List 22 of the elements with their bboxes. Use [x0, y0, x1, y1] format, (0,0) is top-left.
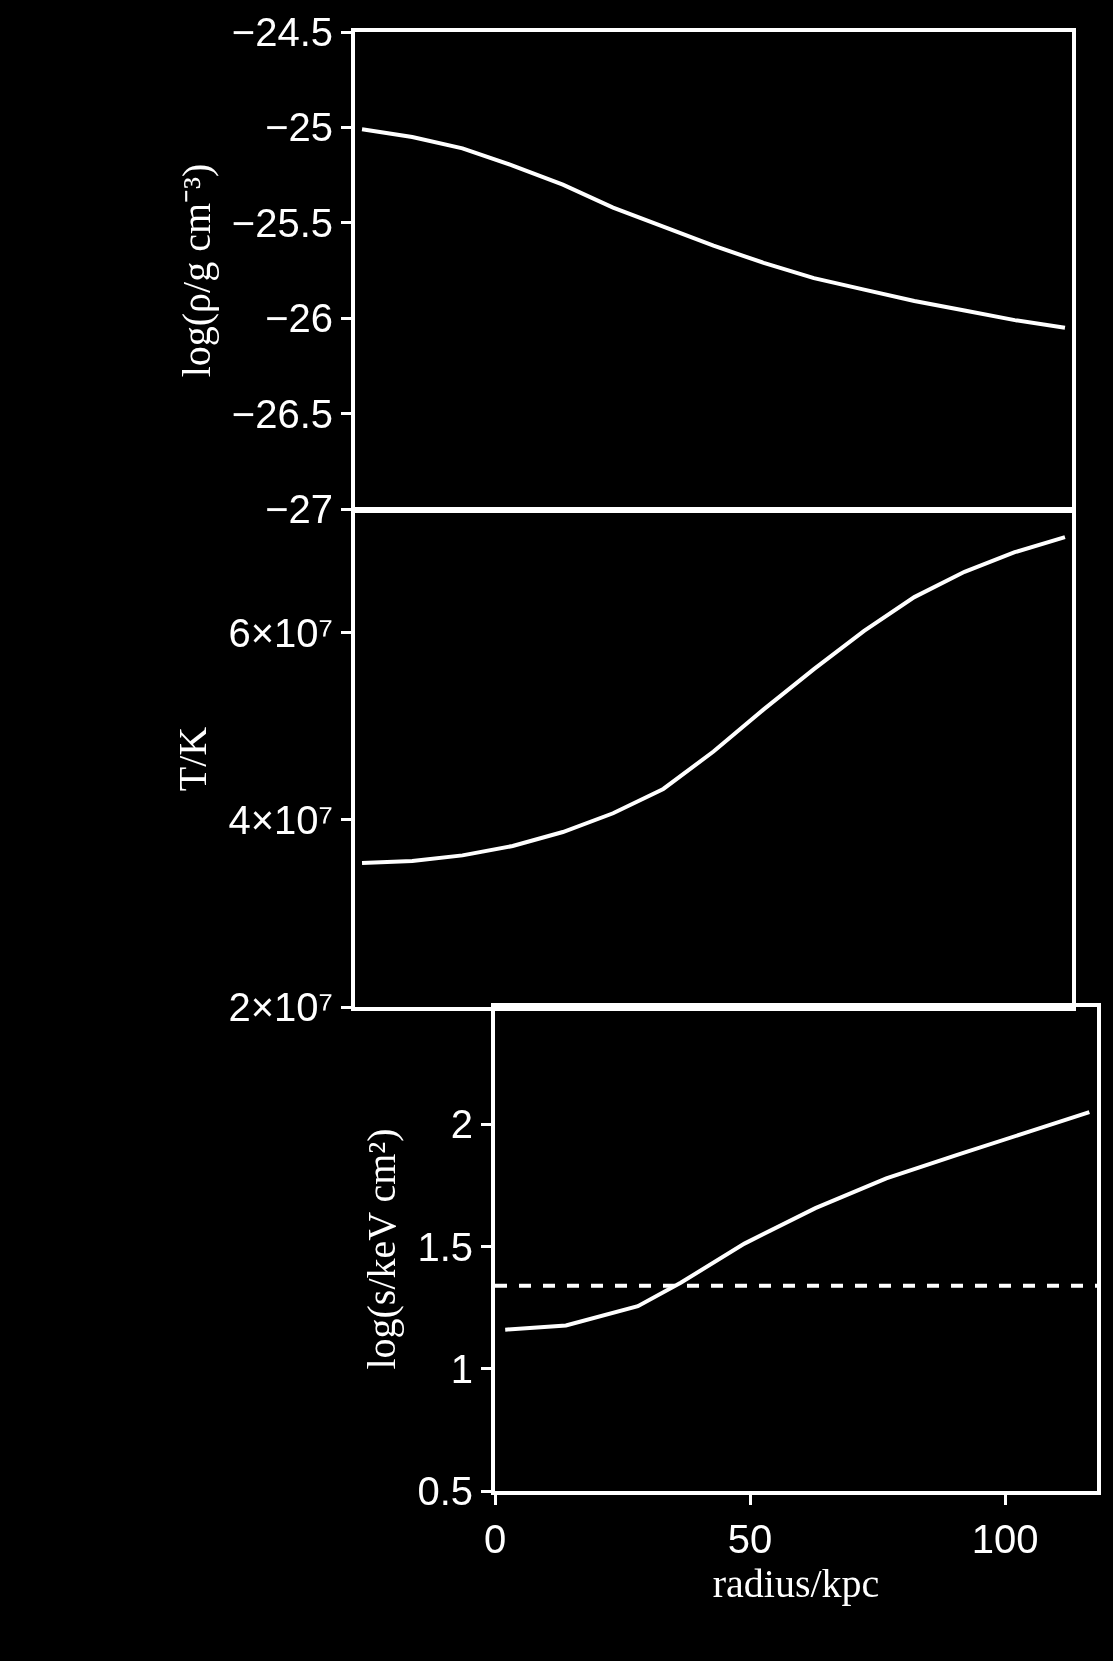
y-tick-label: −24.5 — [231, 10, 333, 54]
y-tick-label: 4×10⁷ — [228, 797, 333, 842]
y-tick-label: −25.5 — [231, 200, 333, 245]
y-axis-title: log(ρ/g cm⁻³) — [173, 163, 219, 378]
y-tick-label: −27 — [265, 487, 333, 531]
y-tick-label: 1 — [450, 1346, 473, 1391]
y-tick-label: 6×10⁷ — [228, 610, 333, 655]
x-tick-label: 50 — [727, 1517, 773, 1561]
y-tick-label: −26 — [265, 296, 333, 341]
y-tick-label: 2 — [450, 1102, 473, 1147]
y-tick-label: 1.5 — [417, 1224, 473, 1269]
x-tick-label: 0 — [483, 1517, 507, 1561]
y-tick-label: 2×10⁷ — [228, 985, 333, 1029]
x-tick-label: 100 — [971, 1517, 1039, 1561]
y-axis-title: T/K — [170, 726, 216, 792]
line-series — [360, 127, 1067, 330]
y-tick-label: 0.5 — [417, 1469, 473, 1513]
x-axis-title: radius/kpc — [712, 1561, 880, 1606]
line-series — [360, 535, 1067, 865]
y-tick-label: −26.5 — [231, 391, 333, 436]
y-tick-label: −25 — [265, 105, 333, 150]
y-axis-title: log(s/keV cm²) — [359, 1128, 405, 1370]
